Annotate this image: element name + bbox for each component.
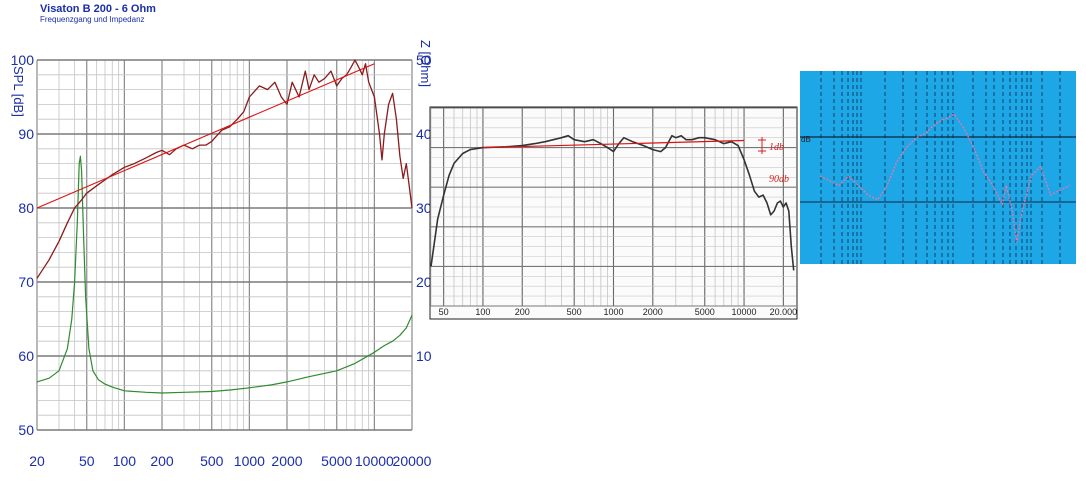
y-right-tick-label: 10 <box>416 348 432 364</box>
chart-3-grid <box>800 71 1076 264</box>
y-tick-label: 50 <box>18 422 34 438</box>
chart-2-x-tick-label: 500 <box>567 307 582 317</box>
x-tick-label: 20000 <box>393 453 432 469</box>
chart-3: dB <box>800 71 1076 264</box>
y-right-tick-label: 40 <box>416 126 432 142</box>
chart-1-plot-area <box>37 60 412 430</box>
chart-3-background <box>800 71 1076 264</box>
chart-2-x-tick-label: 1000 <box>603 307 623 317</box>
chart-3-response-trace <box>819 113 1070 244</box>
chart-2-x-tick-label: 50 <box>439 307 449 317</box>
x-tick-label: 100 <box>113 453 137 469</box>
y-tick-label: 60 <box>18 348 34 364</box>
spl-trace <box>36 59 413 279</box>
annotation-db: dB <box>801 135 811 144</box>
y-right-tick-label: 50 <box>416 52 432 68</box>
chart-3-series <box>819 113 1070 244</box>
chart-1: Visaton B 200 - 6 Ohm Frequenzgang und I… <box>11 3 433 469</box>
chart-2-grid <box>430 107 796 307</box>
x-tick-label: 200 <box>150 453 174 469</box>
chart-2-series <box>430 134 795 271</box>
chart-2-x-tick-label: 2000 <box>643 307 663 317</box>
x-tick-label: 5000 <box>321 453 352 469</box>
x-tick-label: 500 <box>200 453 224 469</box>
chart-2-trend-line <box>482 139 745 149</box>
chart-2-x-tick-label: 100 <box>475 307 490 317</box>
y-right-tick-label: 30 <box>416 200 432 216</box>
annotation-1db: 1db <box>769 142 784 153</box>
chart-2-x-tick-label: 5000 <box>695 307 715 317</box>
chart-1-grid <box>36 59 413 431</box>
y-tick-label: 90 <box>18 126 34 142</box>
chart-1-subtitle: Frequenzgang und Impedanz <box>40 15 145 24</box>
chart-2-x-tick-label: 20.000 <box>770 307 798 317</box>
chart-2-ticks: 50 100 200 500 1000 2000 5000 10000 20.000 <box>439 307 797 317</box>
x-tick-label: 10000 <box>355 453 394 469</box>
x-tick-label: 20 <box>29 453 45 469</box>
y-right-tick-label: 20 <box>416 274 432 290</box>
chart-2-x-tick-label: 200 <box>515 307 530 317</box>
y-tick-label: 80 <box>18 200 34 216</box>
x-tick-label: 1000 <box>234 453 265 469</box>
impedance-trace <box>36 155 413 394</box>
x-tick-label: 2000 <box>271 453 302 469</box>
annotation-90db: 90db <box>769 174 789 185</box>
right-axis-label: Z [Ohm] <box>418 40 433 87</box>
left-axis-label: SPL [dB] <box>11 66 26 117</box>
chart-2: 50 100 200 500 1000 2000 5000 10000 20.000 1db 9… <box>429 106 798 320</box>
chart-2-x-tick-label: 10000 <box>732 307 757 317</box>
chart-1-series <box>36 59 413 394</box>
x-tick-label: 50 <box>79 453 95 469</box>
y-tick-label: 70 <box>18 274 34 290</box>
chart-1-title: Visaton B 200 - 6 Ohm <box>40 3 156 15</box>
y-tick-label: 100 <box>11 52 35 68</box>
chart-2-annotation-1db: 1db <box>758 137 784 154</box>
spl-trend-line <box>36 63 375 209</box>
